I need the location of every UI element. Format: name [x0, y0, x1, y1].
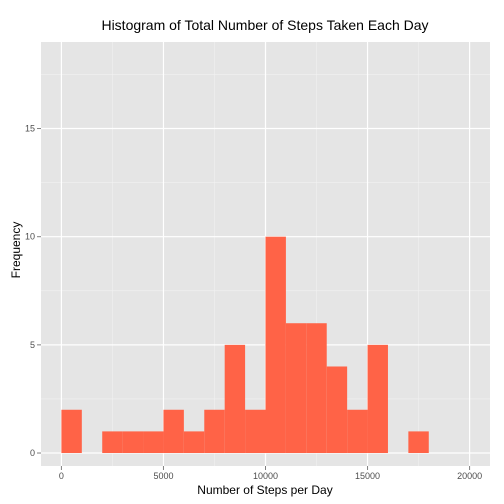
- histogram-bar: [327, 366, 347, 453]
- histogram-bar: [245, 410, 265, 453]
- x-axis-ticks: 0 5000 10000 15000 20000: [59, 466, 482, 481]
- histogram-bar: [143, 431, 163, 453]
- y-axis-ticks: 0 5 10 15: [25, 124, 41, 458]
- histogram-bar: [368, 345, 388, 453]
- histogram-bar: [286, 323, 306, 453]
- histogram-bar: [225, 345, 245, 453]
- x-axis-title: Number of Steps per Day: [197, 483, 332, 497]
- chart-title: Histogram of Total Number of Steps Taken…: [101, 17, 428, 33]
- x-tick-label: 10000: [253, 471, 278, 481]
- histogram-bar: [123, 431, 143, 453]
- y-tick-label: 15: [25, 124, 35, 134]
- histogram-bar: [102, 431, 122, 453]
- x-tick-label: 15000: [355, 471, 380, 481]
- histogram-bar: [163, 410, 183, 453]
- histogram-bar: [204, 410, 224, 453]
- histogram-bar: [61, 410, 81, 453]
- x-tick-label: 0: [59, 471, 64, 481]
- y-tick-label: 10: [25, 232, 35, 242]
- histogram-bar: [306, 323, 326, 453]
- histogram-bar: [266, 237, 286, 453]
- y-axis-title: Frequency: [9, 222, 23, 279]
- histogram-bar: [408, 431, 428, 453]
- histogram-bar: [347, 410, 367, 453]
- x-tick-label: 20000: [457, 471, 482, 481]
- y-tick-label: 0: [30, 448, 35, 458]
- x-tick-label: 5000: [153, 471, 173, 481]
- y-tick-label: 5: [30, 340, 35, 350]
- histogram-bar: [184, 431, 204, 453]
